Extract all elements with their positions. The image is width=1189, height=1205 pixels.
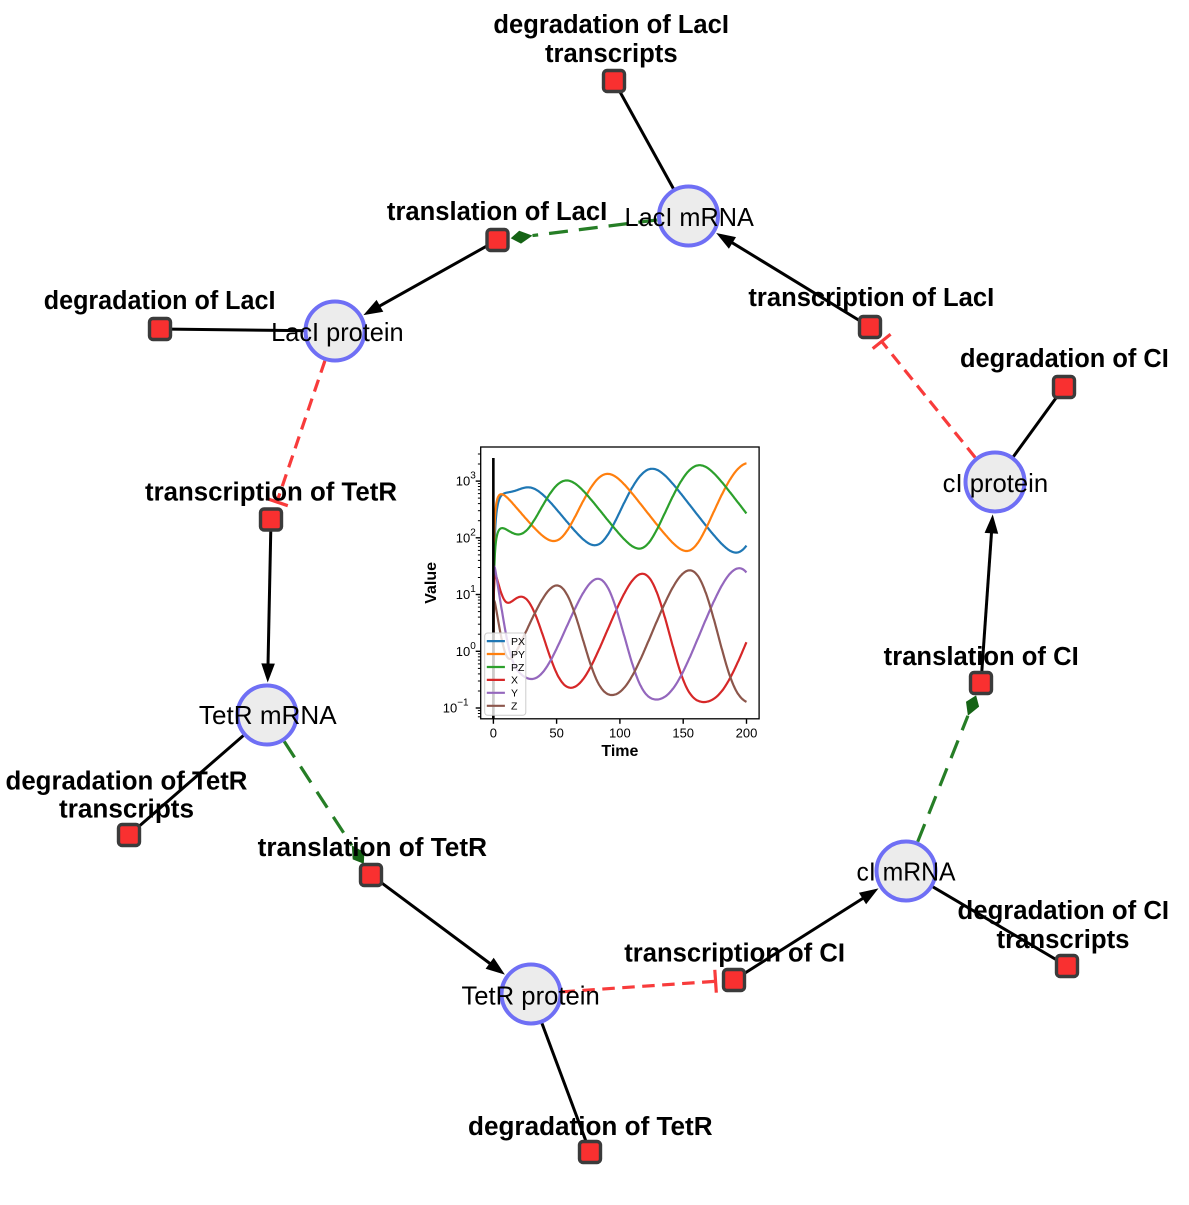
svg-text:cI mRNA: cI mRNA	[857, 856, 957, 886]
svg-text:transcription of LacI: transcription of LacI	[748, 284, 994, 312]
svg-text:−1: −1	[457, 698, 469, 709]
svg-text:Value: Value	[423, 562, 440, 604]
svg-text:2: 2	[470, 527, 476, 538]
svg-text:10: 10	[456, 587, 470, 602]
svg-text:150: 150	[672, 725, 694, 740]
svg-text:degradation of TetR: degradation of TetR	[6, 768, 248, 796]
svg-text:1: 1	[470, 584, 476, 595]
svg-text:LacI mRNA: LacI mRNA	[625, 202, 755, 232]
svg-text:10: 10	[456, 530, 470, 545]
svg-text:Y: Y	[511, 688, 518, 700]
svg-text:TetR protein: TetR protein	[461, 980, 599, 1010]
svg-text:PY: PY	[511, 649, 525, 661]
svg-text:transcription of CI: transcription of CI	[624, 940, 845, 968]
svg-text:0: 0	[490, 725, 497, 740]
svg-text:3: 3	[470, 471, 476, 482]
svg-text:degradation of CI: degradation of CI	[960, 345, 1169, 373]
svg-text:PZ: PZ	[511, 662, 525, 674]
svg-text:Time: Time	[601, 743, 638, 760]
svg-text:transcription of TetR: transcription of TetR	[145, 479, 397, 507]
svg-text:transcripts: transcripts	[545, 40, 678, 68]
svg-text:transcripts: transcripts	[59, 796, 194, 824]
svg-text:cI protein: cI protein	[943, 468, 1049, 498]
svg-text:200: 200	[736, 725, 758, 740]
svg-text:degradation of LacI: degradation of LacI	[493, 11, 729, 39]
svg-text:PX: PX	[511, 636, 525, 648]
svg-text:10: 10	[456, 644, 470, 659]
svg-text:translation of CI: translation of CI	[884, 643, 1079, 671]
svg-text:X: X	[511, 675, 518, 687]
svg-text:50: 50	[549, 725, 563, 740]
svg-text:10: 10	[456, 474, 470, 489]
svg-text:10: 10	[443, 701, 457, 716]
svg-text:LacI protein: LacI protein	[271, 317, 404, 347]
svg-text:TetR mRNA: TetR mRNA	[199, 700, 337, 730]
svg-text:transcripts: transcripts	[997, 926, 1130, 954]
svg-text:0: 0	[470, 641, 476, 652]
svg-text:translation of LacI: translation of LacI	[387, 198, 607, 226]
svg-text:degradation of LacI: degradation of LacI	[44, 287, 276, 315]
svg-text:100: 100	[609, 725, 631, 740]
svg-text:Z: Z	[511, 701, 518, 713]
svg-text:degradation of TetR: degradation of TetR	[468, 1113, 713, 1141]
svg-text:translation of TetR: translation of TetR	[258, 834, 487, 862]
svg-text:degradation of CI: degradation of CI	[958, 897, 1170, 925]
